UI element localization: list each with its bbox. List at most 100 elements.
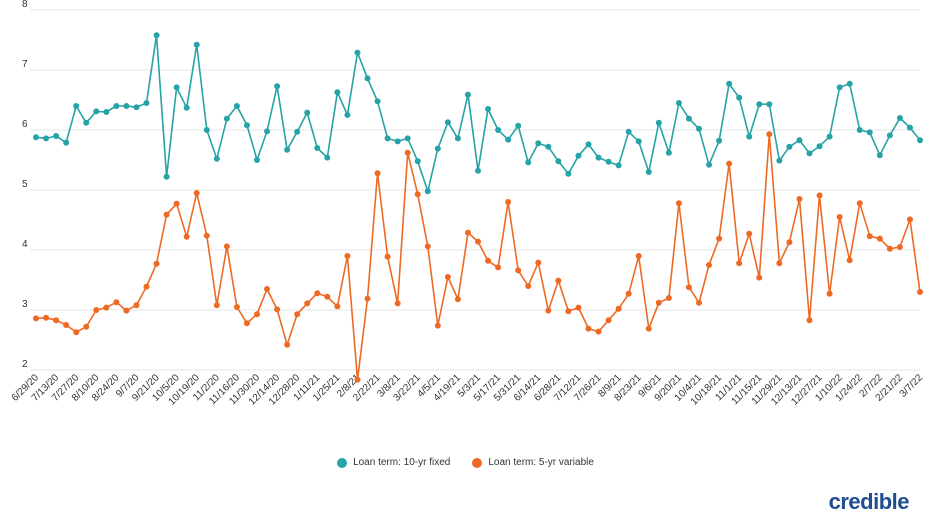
data-point-5yr-variable[interactable] bbox=[143, 283, 150, 290]
data-point-5yr-variable[interactable] bbox=[505, 199, 512, 205]
data-point-10yr-fixed[interactable] bbox=[625, 128, 632, 135]
data-point-5yr-variable[interactable] bbox=[163, 211, 170, 218]
data-point-5yr-variable[interactable] bbox=[555, 277, 562, 284]
data-point-5yr-variable[interactable] bbox=[605, 317, 612, 324]
data-point-5yr-variable[interactable] bbox=[223, 243, 230, 250]
data-point-5yr-variable[interactable] bbox=[485, 257, 492, 264]
data-point-10yr-fixed[interactable] bbox=[565, 170, 572, 177]
data-point-5yr-variable[interactable] bbox=[525, 283, 532, 289]
data-point-5yr-variable[interactable] bbox=[213, 302, 220, 309]
data-point-5yr-variable[interactable] bbox=[444, 274, 451, 280]
data-point-10yr-fixed[interactable] bbox=[475, 167, 481, 174]
data-point-10yr-fixed[interactable] bbox=[374, 98, 381, 105]
data-point-10yr-fixed[interactable] bbox=[917, 137, 923, 144]
data-point-10yr-fixed[interactable] bbox=[274, 83, 281, 90]
data-point-10yr-fixed[interactable] bbox=[233, 103, 240, 109]
data-point-10yr-fixed[interactable] bbox=[183, 104, 190, 111]
data-point-10yr-fixed[interactable] bbox=[414, 158, 421, 165]
data-point-5yr-variable[interactable] bbox=[595, 328, 602, 335]
data-point-5yr-variable[interactable] bbox=[113, 299, 120, 306]
data-point-10yr-fixed[interactable] bbox=[434, 145, 441, 152]
data-point-5yr-variable[interactable] bbox=[665, 295, 672, 301]
data-point-10yr-fixed[interactable] bbox=[856, 127, 863, 133]
data-point-5yr-variable[interactable] bbox=[304, 300, 311, 307]
data-point-10yr-fixed[interactable] bbox=[685, 115, 692, 122]
data-point-10yr-fixed[interactable] bbox=[786, 143, 793, 150]
data-point-10yr-fixed[interactable] bbox=[464, 91, 471, 98]
data-point-5yr-variable[interactable] bbox=[625, 290, 632, 297]
data-point-10yr-fixed[interactable] bbox=[505, 136, 512, 143]
data-point-5yr-variable[interactable] bbox=[133, 302, 140, 309]
data-point-10yr-fixed[interactable] bbox=[344, 112, 351, 118]
data-point-5yr-variable[interactable] bbox=[906, 216, 913, 223]
data-point-10yr-fixed[interactable] bbox=[153, 32, 160, 39]
data-point-10yr-fixed[interactable] bbox=[334, 89, 341, 96]
data-point-5yr-variable[interactable] bbox=[545, 307, 552, 314]
data-point-10yr-fixed[interactable] bbox=[816, 143, 823, 150]
data-point-5yr-variable[interactable] bbox=[233, 304, 240, 310]
data-point-5yr-variable[interactable] bbox=[424, 243, 431, 250]
data-point-10yr-fixed[interactable] bbox=[354, 49, 361, 56]
data-point-10yr-fixed[interactable] bbox=[806, 150, 813, 157]
data-point-5yr-variable[interactable] bbox=[153, 260, 160, 267]
data-point-10yr-fixed[interactable] bbox=[515, 122, 522, 129]
data-point-10yr-fixed[interactable] bbox=[304, 109, 311, 116]
data-point-10yr-fixed[interactable] bbox=[143, 100, 150, 106]
data-point-5yr-variable[interactable] bbox=[324, 293, 331, 300]
data-point-10yr-fixed[interactable] bbox=[163, 173, 170, 180]
data-point-10yr-fixed[interactable] bbox=[294, 128, 301, 135]
data-point-5yr-variable[interactable] bbox=[896, 244, 903, 250]
data-point-10yr-fixed[interactable] bbox=[404, 135, 411, 142]
data-point-5yr-variable[interactable] bbox=[53, 317, 60, 324]
data-point-5yr-variable[interactable] bbox=[294, 311, 301, 318]
data-point-5yr-variable[interactable] bbox=[344, 253, 351, 259]
data-point-10yr-fixed[interactable] bbox=[575, 152, 582, 159]
data-point-5yr-variable[interactable] bbox=[726, 160, 733, 167]
data-point-10yr-fixed[interactable] bbox=[213, 155, 220, 162]
data-point-10yr-fixed[interactable] bbox=[896, 115, 903, 121]
data-point-10yr-fixed[interactable] bbox=[846, 80, 853, 87]
data-point-5yr-variable[interactable] bbox=[756, 274, 763, 281]
data-point-5yr-variable[interactable] bbox=[585, 325, 592, 332]
data-point-5yr-variable[interactable] bbox=[394, 300, 401, 307]
data-point-5yr-variable[interactable] bbox=[876, 235, 883, 242]
data-point-5yr-variable[interactable] bbox=[866, 233, 873, 240]
data-point-10yr-fixed[interactable] bbox=[394, 138, 401, 145]
data-point-10yr-fixed[interactable] bbox=[716, 137, 723, 144]
data-point-10yr-fixed[interactable] bbox=[675, 100, 682, 106]
data-point-10yr-fixed[interactable] bbox=[826, 133, 833, 140]
data-point-5yr-variable[interactable] bbox=[886, 245, 893, 252]
data-point-10yr-fixed[interactable] bbox=[585, 141, 592, 148]
data-point-10yr-fixed[interactable] bbox=[123, 103, 130, 109]
data-point-5yr-variable[interactable] bbox=[203, 232, 210, 239]
data-point-5yr-variable[interactable] bbox=[696, 299, 702, 306]
data-point-5yr-variable[interactable] bbox=[123, 307, 130, 314]
data-point-10yr-fixed[interactable] bbox=[384, 135, 391, 142]
data-point-5yr-variable[interactable] bbox=[243, 320, 250, 327]
data-point-10yr-fixed[interactable] bbox=[223, 115, 230, 122]
data-point-5yr-variable[interactable] bbox=[274, 306, 281, 313]
data-point-10yr-fixed[interactable] bbox=[545, 143, 552, 150]
data-point-10yr-fixed[interactable] bbox=[284, 146, 291, 153]
data-point-5yr-variable[interactable] bbox=[716, 235, 723, 242]
data-point-5yr-variable[interactable] bbox=[414, 191, 421, 198]
data-point-5yr-variable[interactable] bbox=[806, 317, 813, 324]
data-point-10yr-fixed[interactable] bbox=[103, 109, 110, 115]
data-point-10yr-fixed[interactable] bbox=[424, 188, 431, 195]
data-point-5yr-variable[interactable] bbox=[776, 260, 783, 267]
data-point-10yr-fixed[interactable] bbox=[736, 94, 743, 101]
data-point-5yr-variable[interactable] bbox=[454, 296, 461, 303]
data-point-5yr-variable[interactable] bbox=[193, 190, 200, 196]
data-point-10yr-fixed[interactable] bbox=[53, 133, 60, 139]
data-point-10yr-fixed[interactable] bbox=[324, 154, 331, 161]
data-point-10yr-fixed[interactable] bbox=[495, 127, 502, 133]
data-point-10yr-fixed[interactable] bbox=[93, 108, 100, 115]
data-point-5yr-variable[interactable] bbox=[254, 311, 260, 318]
data-point-10yr-fixed[interactable] bbox=[364, 75, 371, 82]
data-point-5yr-variable[interactable] bbox=[434, 322, 441, 329]
data-point-10yr-fixed[interactable] bbox=[444, 119, 451, 126]
data-point-10yr-fixed[interactable] bbox=[605, 158, 612, 165]
data-point-10yr-fixed[interactable] bbox=[595, 154, 602, 161]
data-point-5yr-variable[interactable] bbox=[575, 304, 582, 311]
data-point-10yr-fixed[interactable] bbox=[243, 122, 250, 129]
